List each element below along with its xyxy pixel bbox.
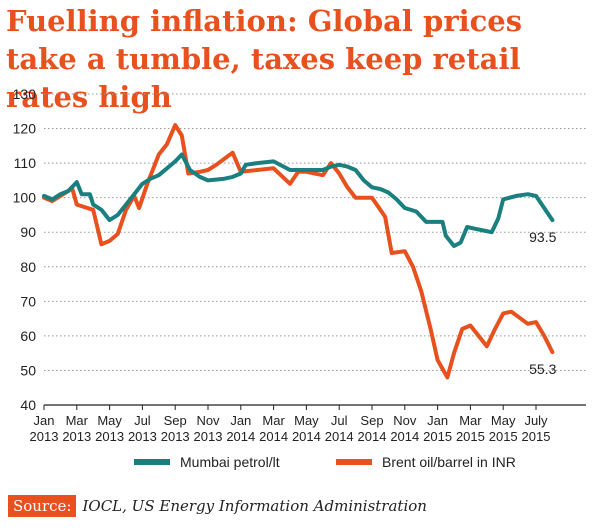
x-tick-month: Jan <box>230 413 251 428</box>
x-tick-year: 2014 <box>325 429 354 444</box>
legend-item-brent: Brent oil/barrel in INR <box>336 454 516 470</box>
x-tick-year: 2013 <box>161 429 190 444</box>
x-tick-month: Jan <box>34 413 55 428</box>
grid-lines <box>44 93 586 406</box>
x-tick-year: 2013 <box>194 429 223 444</box>
y-tick-label-80: 80 <box>20 259 36 275</box>
x-tick-year: 2014 <box>259 429 288 444</box>
y-tick-label-90: 90 <box>20 224 36 240</box>
y-tick-label-70: 70 <box>20 293 36 309</box>
end-labels: 93.5 55.3 <box>529 229 556 377</box>
series-lines <box>42 123 555 380</box>
x-tick-month: Sep <box>360 413 383 428</box>
legend-item-petrol: Mumbai petrol/lt <box>134 454 280 470</box>
series-line-petrol <box>42 152 555 248</box>
x-tick-year: 2013 <box>30 429 59 444</box>
x-tick-month: Mar <box>66 413 89 428</box>
y-tick-label-110: 110 <box>14 155 37 171</box>
x-tick-year: 2015 <box>423 429 452 444</box>
x-tick-year: 2013 <box>95 429 124 444</box>
x-tick-year: 2013 <box>62 429 91 444</box>
y-tick-label-50: 50 <box>20 362 36 378</box>
source-label: Source: <box>8 495 77 517</box>
x-tick-month: Nov <box>393 413 417 428</box>
y-tick-label-60: 60 <box>20 328 36 344</box>
x-tick-month: Mar <box>459 413 482 428</box>
legend-swatch-petrol <box>134 459 170 465</box>
source-text: IOCL, US Energy Information Administrati… <box>82 497 427 515</box>
x-tick-year: 2015 <box>489 429 518 444</box>
chart-title: Fuelling inflation: Global prices take a… <box>6 4 523 114</box>
x-tick-year: 2014 <box>358 429 387 444</box>
legend-label-brent: Brent oil/barrel in INR <box>382 454 516 470</box>
source-line: Source: IOCL, US Energy Information Admi… <box>8 494 427 518</box>
y-tick-label-40: 40 <box>20 397 36 413</box>
x-tick-month: Nov <box>196 413 220 428</box>
y-axis-ticks: 40 50 60 70 80 90 100 110 120 130 <box>13 86 37 413</box>
x-axis-ticks: Jan2013Mar2013May2013Jul2013Sep2013Nov20… <box>30 405 551 444</box>
y-tick-label-120: 120 <box>13 121 37 137</box>
x-tick-year: 2014 <box>226 429 255 444</box>
y-tick-label-130: 130 <box>13 86 37 102</box>
legend-label-petrol: Mumbai petrol/lt <box>180 454 280 470</box>
x-tick-month: Sep <box>164 413 187 428</box>
y-tick-label-100: 100 <box>13 190 37 206</box>
x-tick-month: July <box>524 413 548 428</box>
x-tick-month: Jul <box>331 413 348 428</box>
x-tick-year: 2015 <box>522 429 551 444</box>
x-tick-year: 2014 <box>390 429 419 444</box>
x-tick-month: May <box>97 413 122 428</box>
x-tick-year: 2013 <box>128 429 157 444</box>
x-tick-month: May <box>491 413 516 428</box>
x-tick-month: Jan <box>427 413 448 428</box>
x-tick-month: Mar <box>262 413 285 428</box>
x-tick-month: Jul <box>134 413 151 428</box>
x-tick-month: May <box>294 413 319 428</box>
end-label-petrol: 93.5 <box>529 229 556 245</box>
x-tick-year: 2014 <box>292 429 321 444</box>
x-tick-year: 2015 <box>456 429 485 444</box>
legend-swatch-brent <box>336 459 372 465</box>
end-label-brent: 55.3 <box>529 361 556 377</box>
legend: Mumbai petrol/lt Brent oil/barrel in INR <box>0 454 600 478</box>
